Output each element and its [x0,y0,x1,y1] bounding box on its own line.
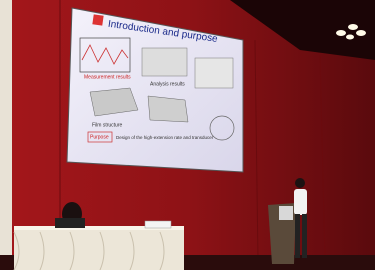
tablecloth [14,228,184,270]
slide-label: Film structure [92,122,123,128]
podium-sign [279,206,293,220]
slide-label: Measurement results [84,74,131,80]
purpose-text: Design of the high-extension rate and tr… [116,135,214,140]
seated-person-body [55,218,85,228]
diagram [142,48,187,76]
slide-label: Analysis results [150,81,185,87]
left-edge [0,0,12,270]
purpose-label: Purpose [90,134,109,140]
name-card [145,221,171,228]
slide-logo [92,14,103,25]
photo: Introduction and purpose Measurement res… [0,0,375,270]
podium [268,203,296,264]
diagram [148,96,188,122]
diagram [195,58,233,88]
